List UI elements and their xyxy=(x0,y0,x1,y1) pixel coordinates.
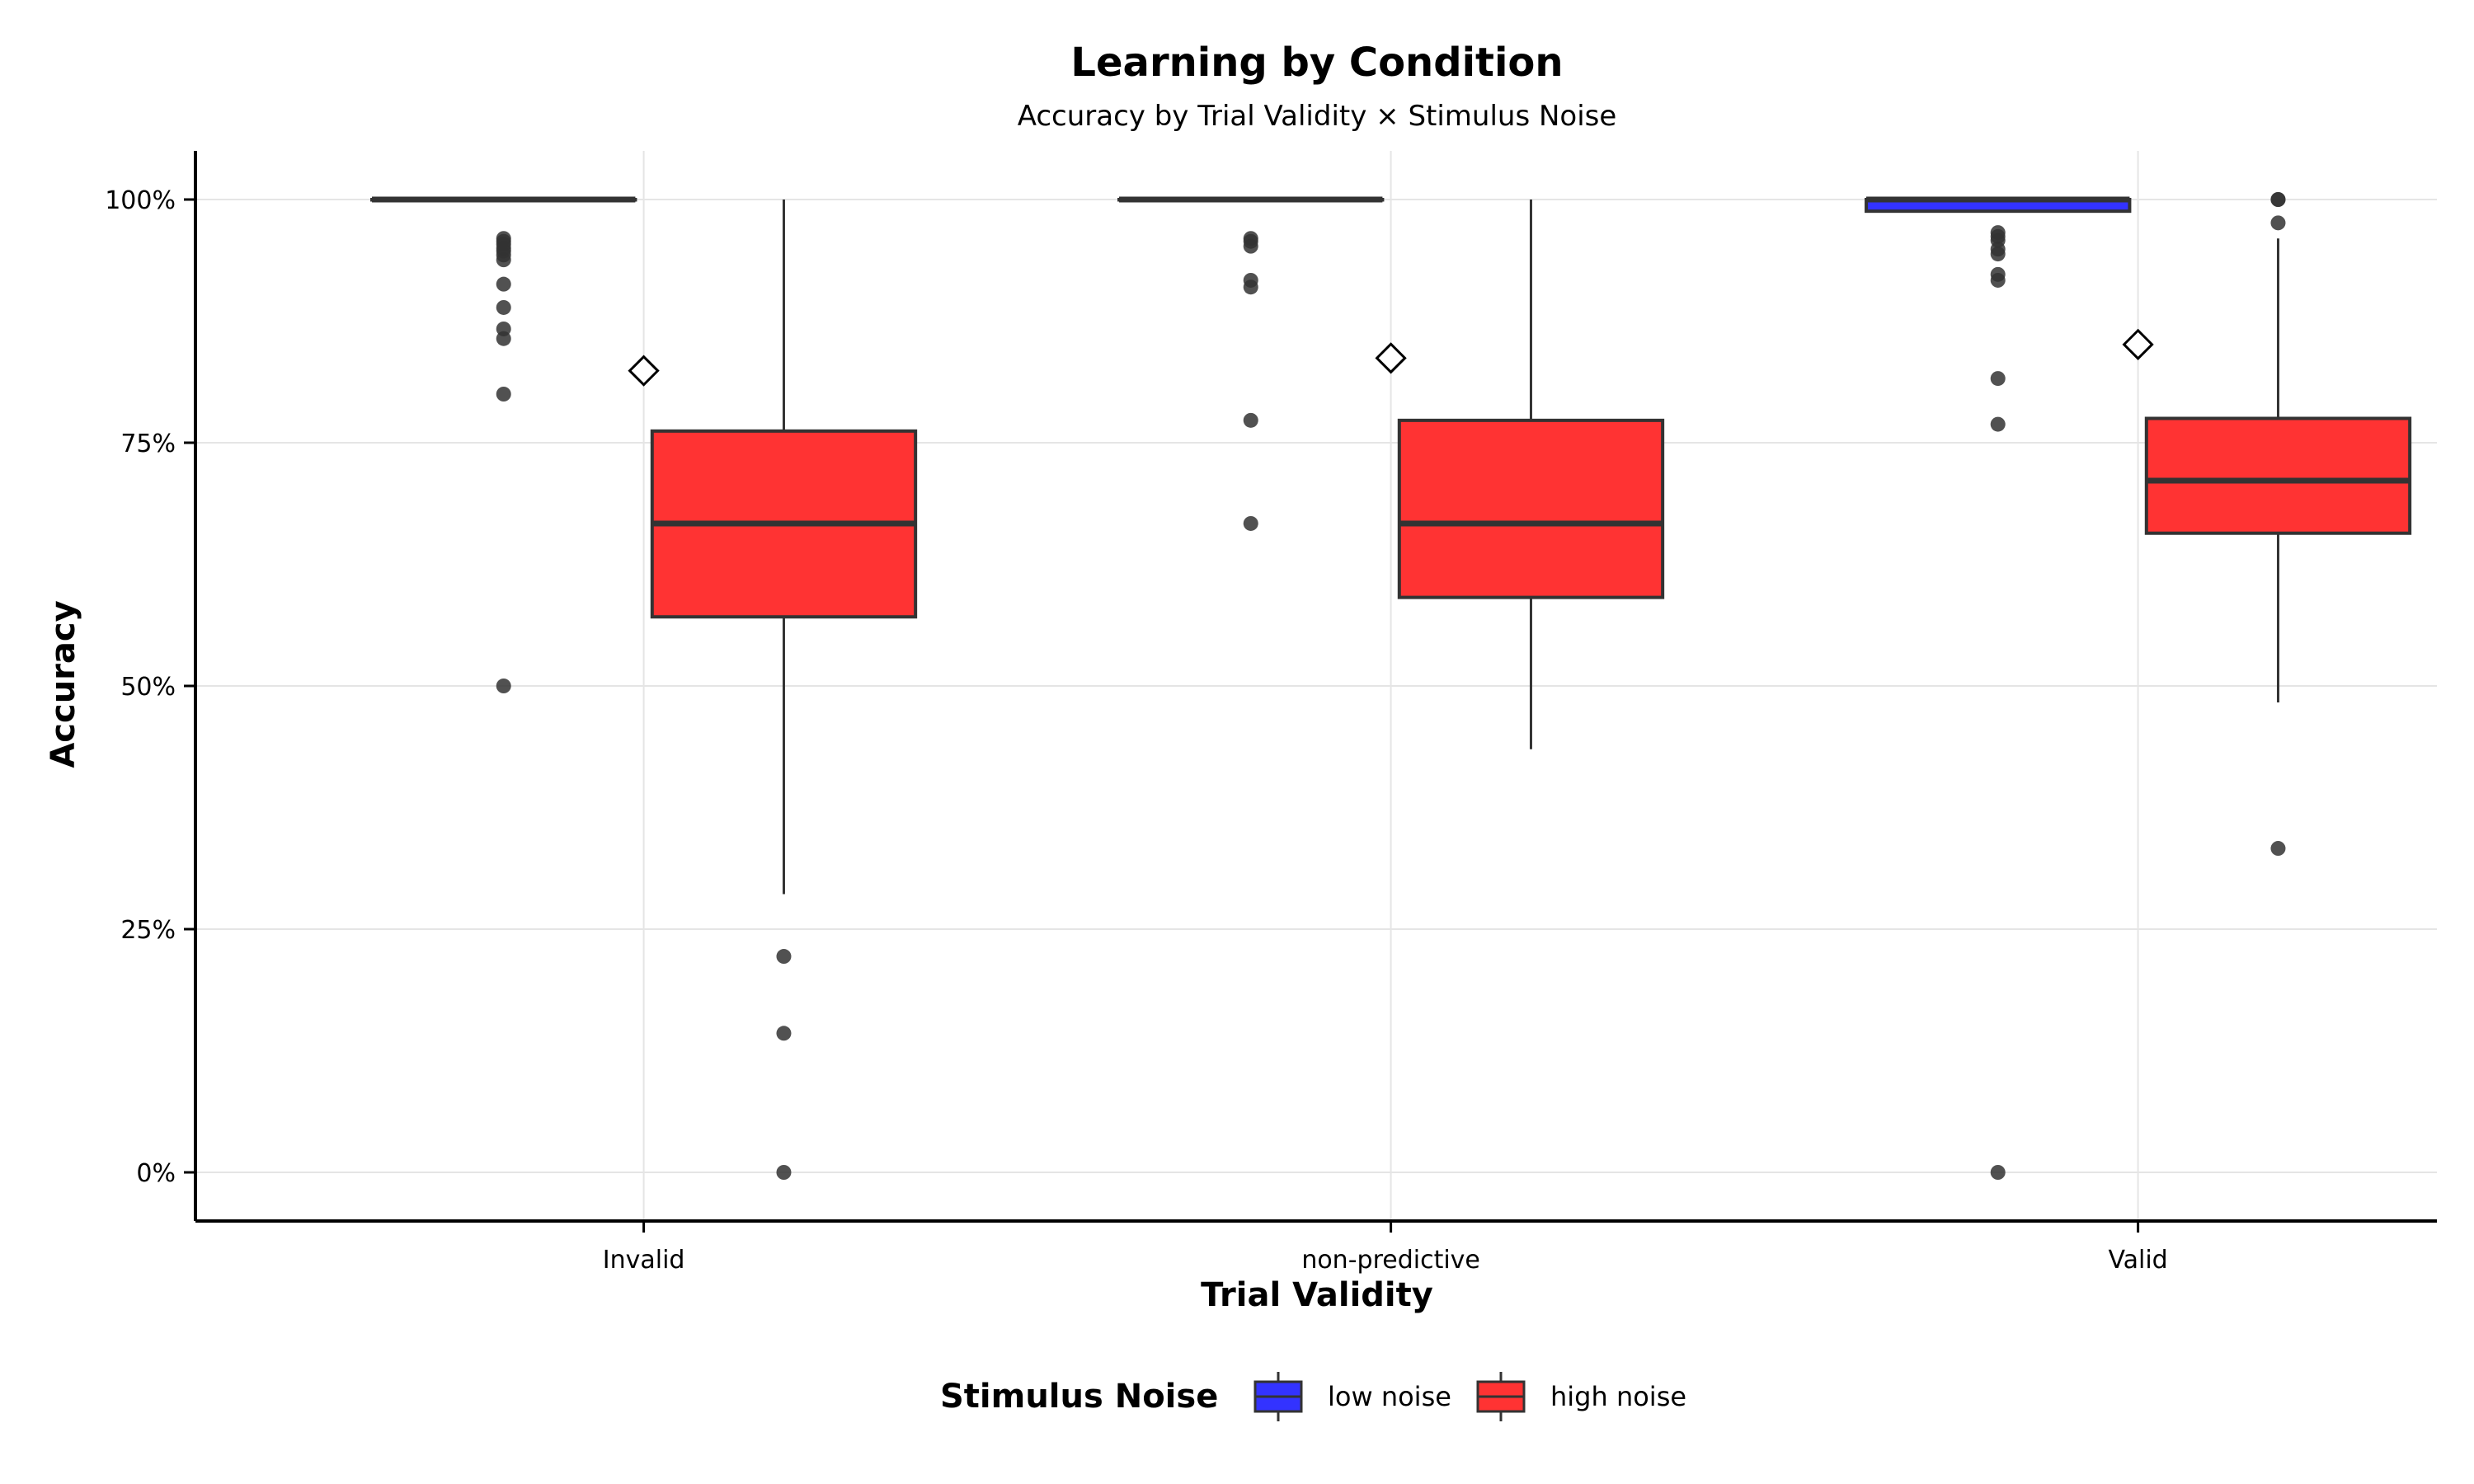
outlier-point xyxy=(1990,272,2006,288)
legend-item-high-noise: high noise xyxy=(1476,1372,1686,1421)
outlier-point xyxy=(1243,238,1258,254)
outlier-point xyxy=(496,252,511,268)
y-tick-label: 100% xyxy=(105,186,176,215)
box-low-noise-Valid xyxy=(1865,196,2132,214)
boxes-layer xyxy=(370,196,2412,895)
legend-title: Stimulus Noise xyxy=(940,1378,1218,1416)
legend: Stimulus Noise low noise high noise xyxy=(940,1372,1686,1421)
box-high-noise-non-predictive xyxy=(1397,200,1665,749)
chart-subtitle: Accuracy by Trial Validity × Stimulus No… xyxy=(1018,100,1617,133)
axes-layer: 0% 25% 50% 75% 100% Invalid non-predictive Vali… xyxy=(105,151,2437,1275)
outlier-point xyxy=(1243,412,1258,428)
iqr-box xyxy=(2144,416,2412,535)
y-tick-label: 50% xyxy=(120,673,176,702)
outlier-point xyxy=(1243,515,1258,531)
outlier-point xyxy=(496,387,511,402)
outlier-point xyxy=(1243,279,1258,295)
points-layer xyxy=(496,192,2286,1180)
x-axis-title: Trial Validity xyxy=(1201,1276,1433,1314)
outlier-point xyxy=(496,679,511,693)
y-tick-label: 75% xyxy=(120,430,176,458)
y-tick-label: 0% xyxy=(136,1159,176,1188)
chart-title: Learning by Condition xyxy=(1070,40,1563,86)
box-high-noise-Valid xyxy=(2144,238,2412,703)
iqr-box xyxy=(1397,418,1665,599)
outlier-point xyxy=(1990,247,2006,262)
outlier-point xyxy=(2270,215,2286,231)
outlier-point xyxy=(496,276,511,292)
mean-marker xyxy=(2122,328,2154,360)
outlier-point xyxy=(496,299,511,315)
outlier-point xyxy=(776,949,792,965)
outlier-point xyxy=(1990,371,2006,387)
x-tick-label: Invalid xyxy=(603,1246,685,1275)
outlier-point xyxy=(1990,1165,2006,1180)
x-tick-label: non-predictive xyxy=(1301,1246,1480,1275)
legend-item-low-noise: low noise xyxy=(1253,1372,1451,1421)
outlier-point xyxy=(2270,841,2286,857)
x-tick-label: Valid xyxy=(2108,1246,2167,1275)
outlier-point xyxy=(776,1165,792,1180)
legend-label: high noise xyxy=(1550,1381,1686,1412)
outlier-point xyxy=(496,331,511,346)
outlier-point xyxy=(776,1026,792,1041)
mean-marker xyxy=(1375,342,1407,374)
legend-label: low noise xyxy=(1328,1381,1451,1412)
outlier-point xyxy=(2270,192,2286,207)
box-high-noise-Invalid xyxy=(650,200,918,895)
y-axis-title: Accuracy xyxy=(45,600,82,768)
outlier-point xyxy=(1990,416,2006,432)
mean-marker xyxy=(628,355,660,387)
y-tick-label: 25% xyxy=(120,916,176,945)
